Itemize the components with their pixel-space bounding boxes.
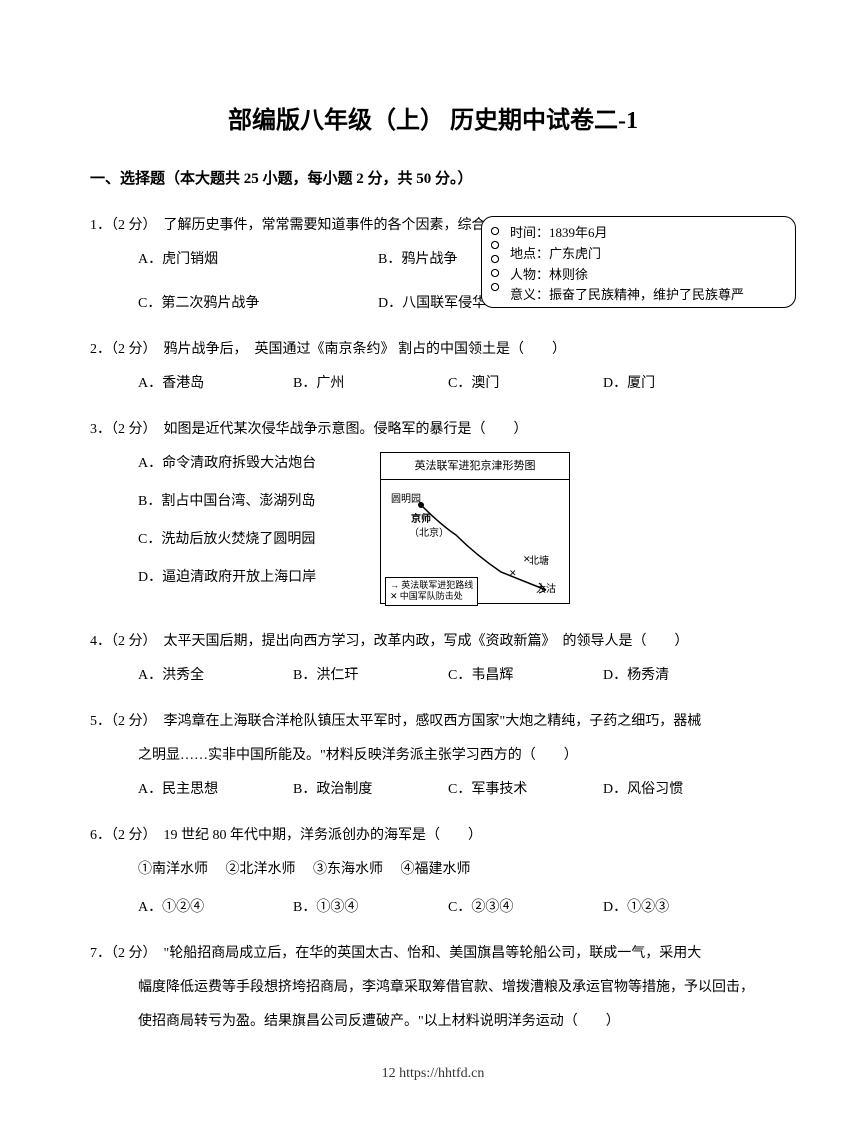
q6-optB: B．①③④ [293,894,448,922]
q5-optC: C．军事技术 [448,776,603,804]
page-footer: 12 https://hhtfd.cn [0,1066,866,1082]
notebook-line2: 地点：广东虎门 [510,244,785,265]
q4-optB: B．洪仁玕 [293,662,448,690]
question-1: 1．（2 分） 了解历史事件，常常需要知道事件的各个因素，综合图中的要素，这页笔… [90,212,776,318]
notebook-line4: 意义：振奋了民族精神，维护了民族尊严 [510,285,785,306]
q4-optC: C．韦昌辉 [448,662,603,690]
question-2: 2．（2 分） 鸦片战争后， 英国通过《南京条约》 割占的中国领土是（ ） A．… [90,336,776,398]
notebook-line1: 时间：1839年6月 [510,223,785,244]
q2-optB: B．广州 [293,370,448,398]
q6-items: ①南洋水师 ②北洋水师 ③东海水师 ④福建水师 [90,856,776,884]
question-4: 4．（2 分） 太平天国后期，提出向西方学习，改革内政，写成《资政新篇》 的领导… [90,628,776,690]
q6-optC: C．②③④ [448,894,603,922]
map-label-dagu: 大沽 [536,580,556,600]
section-header: 一、选择题（本大题共 25 小题，每小题 2 分，共 50 分。） [90,167,776,188]
page-title: 部编版八年级（上） 历史期中试卷二-1 [90,100,776,135]
map-label-beitang: 北塘 [529,552,549,572]
q7-stem2: 幅度降低运费等手段想挤垮招商局，李鸿章采取筹借官款、增拨漕粮及承运官物等措施，予… [90,974,776,1002]
q3-map: 英法联军进犯京津形势图 ✕ ✕ 圆明园 京师 （北京） 北塘 大沽 → 英法联军… [380,452,570,604]
q6-stem: 6．（2 分） 19 世纪 80 年代中期，洋务派创办的海军是（ ） [90,822,776,850]
question-5: 5．（2 分） 李鸿章在上海联合洋枪队镇压太平军时，感叹西方国家"大炮之精纯，子… [90,708,776,804]
q5-optB: B．政治制度 [293,776,448,804]
svg-text:✕: ✕ [509,568,517,578]
q2-optD: D．厦门 [603,370,758,398]
legend-line1: → 英法联军进犯路线 [390,580,473,592]
q7-stem3: 使招商局转亏为盈。结果旗昌公司反遭破产。"以上材料说明洋务运动（ ） [90,1008,776,1036]
q4-optA: A．洪秀全 [138,662,293,690]
q2-optA: A．香港岛 [138,370,293,398]
question-3: 3．（2 分） 如图是近代某次侵华战争示意图。侵略军的暴行是（ ） A．命令清政… [90,416,776,610]
q6-optD: D．①②③ [603,894,758,922]
q1-notebook: 时间：1839年6月 地点：广东虎门 人物：林则徐 意义：振奋了民族精神，维护了… [481,216,796,308]
legend-line2: ✕ 中国军队防击处 [390,591,473,603]
map-legend: → 英法联军进犯路线 ✕ 中国军队防击处 [385,577,478,606]
q1-optA: A．虎门销烟 [138,246,378,274]
q3-stem: 3．（2 分） 如图是近代某次侵华战争示意图。侵略军的暴行是（ ） [90,416,776,444]
q4-stem: 4．（2 分） 太平天国后期，提出向西方学习，改革内政，写成《资政新篇》 的领导… [90,628,776,656]
question-6: 6．（2 分） 19 世纪 80 年代中期，洋务派创办的海军是（ ） ①南洋水师… [90,822,776,922]
notebook-line3: 人物：林则徐 [510,265,785,286]
q5-optD: D．风俗习惯 [603,776,758,804]
q5-stem2: 之明显……实非中国所能及。"材料反映洋务派主张学习西方的（ ） [90,742,776,770]
map-title: 英法联军进犯京津形势图 [381,453,569,480]
question-7: 7．（2 分） "轮船招商局成立后，在华的英国太古、怡和、美国旗昌等轮船公司，联… [90,940,776,1036]
map-label-ymy: 圆明园 [391,490,421,510]
q6-optA: A．①②④ [138,894,293,922]
q2-stem: 2．（2 分） 鸦片战争后， 英国通过《南京条约》 割占的中国领土是（ ） [90,336,776,364]
q1-optC: C．第二次鸦片战争 [138,290,378,318]
q7-stem1: 7．（2 分） "轮船招商局成立后，在华的英国太古、怡和、美国旗昌等轮船公司，联… [90,940,776,968]
q4-optD: D．杨秀清 [603,662,758,690]
map-label-beijing: （北京） [409,524,449,544]
q5-optA: A．民主思想 [138,776,293,804]
q5-stem1: 5．（2 分） 李鸿章在上海联合洋枪队镇压太平军时，感叹西方国家"大炮之精纯，子… [90,708,776,736]
q2-optC: C．澳门 [448,370,603,398]
